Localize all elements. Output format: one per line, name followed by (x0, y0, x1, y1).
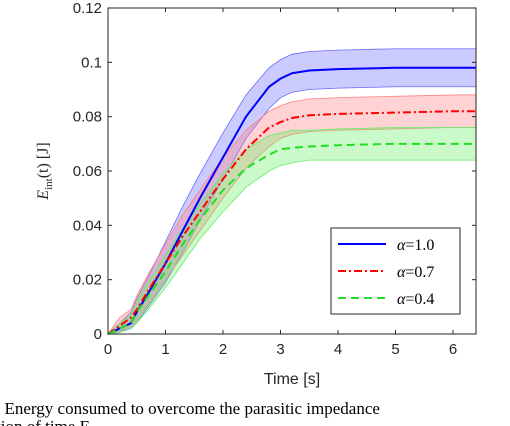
x-tick-label: 0 (104, 341, 112, 358)
series-line-2 (107, 110, 476, 335)
y-axis-title-rest: (t) [J] (35, 142, 52, 178)
lines-layer (107, 66, 476, 335)
x-tick-label: 4 (334, 341, 342, 358)
x-tick-label: 5 (391, 341, 399, 358)
x-tick-label: 1 (161, 341, 169, 358)
series-line-3 (107, 142, 476, 335)
y-tick-label: 0.08 (73, 109, 102, 126)
y-axis-title: Eint(t) [J] (35, 142, 55, 200)
legend-label-2: α=0.7 (397, 264, 434, 281)
legend-label-3: α=0.4 (397, 291, 434, 308)
y-tick-label: 0.02 (73, 272, 102, 289)
y-tick-label: 0.1 (81, 54, 102, 71)
y-tick-label: 0 (94, 326, 102, 343)
svg-text:Eint(t) [J]: Eint(t) [J] (35, 142, 55, 200)
y-ticks: 0 0.02 0.04 0.06 0.08 0.1 0.12 (73, 0, 476, 343)
y-axis-title-sub: int (43, 178, 55, 190)
y-tick-label: 0.04 (73, 217, 102, 234)
x-tick-label: 3 (276, 341, 284, 358)
legend-label-1: α=1.0 (397, 237, 434, 254)
caption-line-1: . Energy consumed to overcome the parasi… (0, 399, 380, 418)
legend: α=1.0 α=0.7 α=0.4 (330, 227, 461, 315)
series-line-1 (107, 66, 476, 335)
y-tick-label: 0.12 (73, 0, 102, 17)
x-tick-label: 2 (219, 341, 227, 358)
x-tick-label: 6 (449, 341, 457, 358)
x-ticks: 0 1 2 3 4 5 6 (104, 8, 457, 358)
y-axis-title-main: E (35, 190, 52, 201)
legend-box (330, 227, 461, 315)
x-axis-title: Time [s] (264, 371, 320, 388)
caption-line-2: tion of time E (0, 417, 90, 426)
y-tick-label: 0.06 (73, 163, 102, 180)
